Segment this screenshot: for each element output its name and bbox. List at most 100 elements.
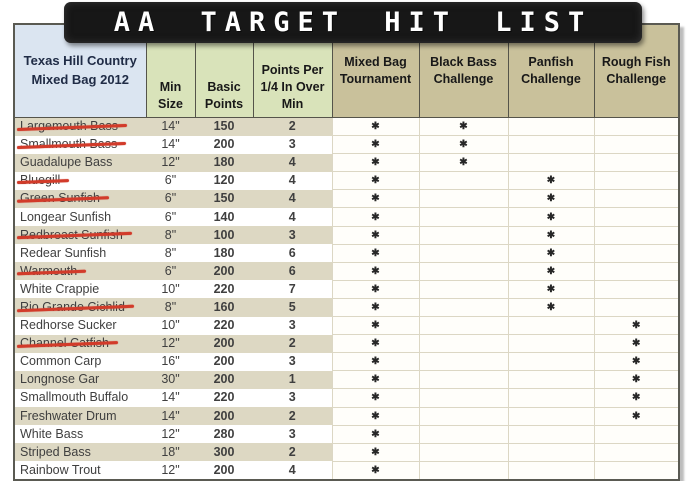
min-size-cell: 10" [161,318,180,333]
black-bass-cell [418,261,509,281]
species-cell: Smallmouth Bass [14,136,146,154]
basic-points-cell: 200 [213,462,235,477]
species-name: White Bass [20,426,84,441]
species-name: Smallmouth Bass [20,137,118,152]
points-per-cell: 3 [253,226,332,245]
min-size-cell: 6" [146,262,195,281]
points-per-cell: 3 [288,426,296,441]
species-name: Smallmouth Buffalo [20,390,129,405]
rough-fish-cell [593,460,680,481]
panfish-cell: ✱ [507,225,595,245]
rough-fish-cell [593,171,680,191]
panfish-cell: ✱ [507,189,595,209]
table-row: Guadalupe Bass 12" 180 4 ✱ ✱ [14,153,680,173]
rough-fish-cell [593,424,680,444]
panfish-cell [507,442,595,462]
species-cell: Green Sunfish [14,189,146,208]
points-per-cell: 2 [253,117,332,136]
species-name: Longear Sunfish [20,209,112,224]
species-points-table: Texas Hill Country Mixed Bag 2012 Min Si… [13,23,680,481]
species-cell: White Bass [14,425,146,443]
panfish-cell [507,316,595,336]
mixed-bag-cell: ✱ [331,116,420,137]
basic-points-cell: 220 [213,281,235,296]
header-row: Texas Hill Country Mixed Bag 2012 Min Si… [13,23,680,118]
species-name: Rainbow Trout [20,462,101,477]
min-size-cell: 14" [161,390,180,405]
black-bass-cell: ✱ [418,135,509,155]
species-name: Channel Catfish [20,336,109,351]
rough-fish-cell [593,116,680,137]
species-cell: Redbreast Sunfish [14,226,146,245]
species-name: Striped Bass [20,444,91,459]
species-name: Largemouth Bass [20,119,118,134]
points-per-cell: 5 [253,298,332,317]
mixed-bag-cell: ✱ [331,297,420,318]
black-bass-cell [418,316,509,336]
species-name: Common Carp [20,354,102,369]
black-bass-cell [418,406,509,426]
mixed-bag-cell: ✱ [331,207,420,227]
panfish-cell [507,334,595,354]
rough-fish-cell: ✱ [593,334,680,354]
min-size-cell: 14" [146,117,195,136]
panfish-cell [507,370,595,390]
species-name: Redear Sunfish [20,245,107,260]
table-row: White Crappie 10" 220 7 ✱ ✱ [14,279,680,299]
species-cell: Redhorse Sucker [14,317,146,335]
rough-fish-cell: ✱ [593,316,680,336]
points-per-cell: 6 [288,245,296,260]
table-row: Rainbow Trout 12" 200 4 ✱ [14,460,680,481]
table-row: White Bass 12" 280 3 ✱ [14,424,680,444]
mixed-bag-cell: ✱ [331,442,420,462]
species-name: Redhorse Sucker [20,318,117,333]
basic-points-cell: 220 [213,318,235,333]
rough-fish-cell [593,297,680,318]
basic-points-cell: 150 [195,189,253,208]
table-row: Longear Sunfish 6" 140 4 ✱ ✱ [14,207,680,227]
min-size-cell: 30" [146,370,195,389]
basic-points-cell: 160 [195,298,253,317]
species-cell: Longear Sunfish [14,208,146,226]
black-bass-cell [418,225,509,245]
species-name: Warmouth [20,263,78,278]
min-size-cell: 6" [164,209,177,224]
mixed-bag-cell: ✱ [331,388,420,408]
basic-points-cell: 180 [195,153,253,172]
mixed-bag-cell: ✱ [331,243,420,263]
panfish-cell: ✱ [507,261,595,281]
species-cell: Guadalupe Bass [14,153,146,172]
points-per-cell: 4 [288,462,296,477]
species-cell: Rio Grande Cichlid [14,298,146,317]
basic-points-cell: 150 [195,117,253,136]
panfish-cell: ✱ [507,243,595,263]
black-bass-cell [418,171,509,191]
min-size-cell: 12" [146,334,195,353]
panfish-cell [507,116,595,137]
rough-fish-cell: ✱ [593,406,680,426]
table-row: Warmouth 6" 200 6 ✱ ✱ [14,261,680,281]
species-name: Redbreast Sunfish [20,227,123,242]
basic-points-cell: 200 [213,354,235,369]
rough-fish-cell [593,442,680,462]
min-size-cell: 14" [161,137,180,152]
panfish-cell [507,135,595,155]
min-size-cell: 6" [146,189,195,208]
species-cell: White Crappie [14,280,146,298]
basic-points-cell: 200 [195,262,253,281]
rough-fish-cell: ✱ [593,352,680,372]
black-bass-cell [418,279,509,299]
rough-fish-cell: ✱ [593,370,680,390]
mixed-bag-cell: ✱ [331,171,420,191]
points-per-cell: 4 [253,153,332,172]
mixed-bag-cell: ✱ [331,189,420,209]
basic-points-cell: 140 [213,209,235,224]
min-size-cell: 8" [146,226,195,245]
black-bass-cell [418,460,509,481]
points-per-cell: 3 [288,318,296,333]
min-size-cell: 16" [161,354,180,369]
panfish-cell [507,424,595,444]
table-row: Bluegill 6" 120 4 ✱ ✱ [14,171,680,191]
points-per-cell: 4 [253,189,332,208]
black-bass-cell [418,442,509,462]
